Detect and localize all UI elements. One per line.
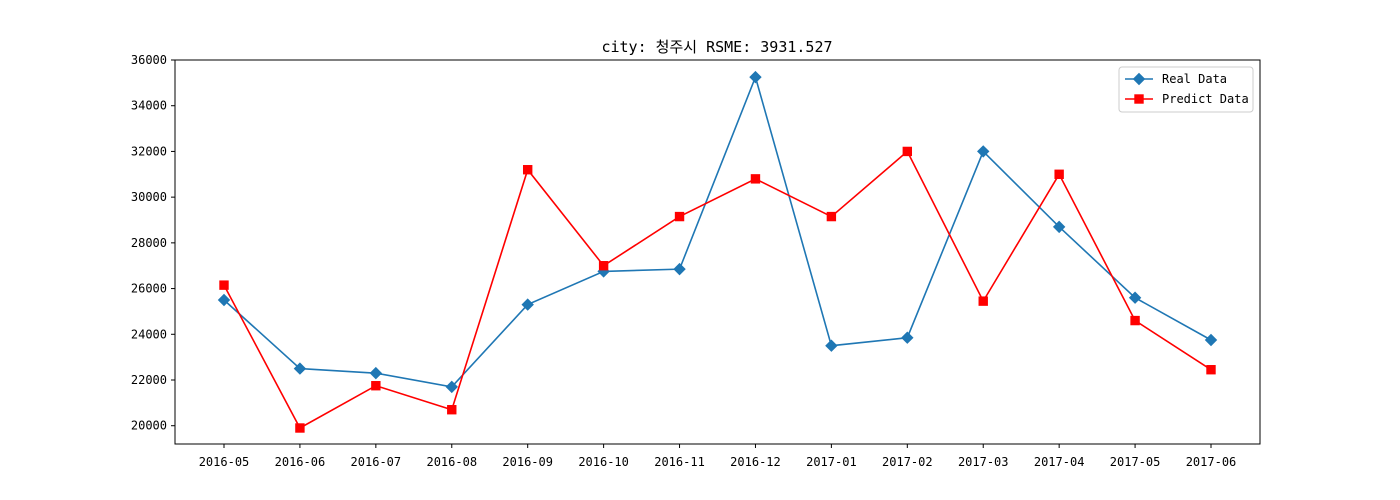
y-tick-label: 32000 [131, 144, 167, 158]
square-marker [447, 405, 457, 415]
diamond-marker [1128, 291, 1142, 304]
series-line [223, 150, 1212, 430]
square-marker [826, 211, 837, 222]
x-tick-label: 2017-02 [882, 455, 933, 469]
series-predict-data [219, 146, 1216, 433]
square-marker [295, 423, 305, 433]
legend-label: Predict Data [1162, 92, 1249, 106]
series-real-data [217, 70, 1218, 394]
diamond-marker [445, 380, 458, 394]
square-marker [598, 261, 609, 271]
square-marker [371, 381, 381, 391]
legend: Real Data Predict Data [1118, 66, 1254, 113]
y-tick-label: 20000 [131, 419, 167, 433]
diamond-marker [1204, 333, 1218, 347]
x-tick-label: 2016-08 [426, 455, 477, 469]
plot-frame [174, 59, 1261, 445]
x-tick-label: 2016-05 [199, 455, 250, 469]
x-tick-label: 2016-11 [654, 455, 705, 469]
legend-label: Real Data [1162, 72, 1227, 86]
x-tick-label: 2017-05 [1110, 455, 1161, 469]
legend-item: Real Data [1125, 72, 1227, 86]
diamond-marker [977, 145, 990, 158]
square-marker [1130, 315, 1140, 326]
x-tick-label: 2017-04 [1034, 455, 1085, 469]
diamond-marker [1132, 72, 1146, 86]
y-tick-label: 26000 [131, 282, 167, 296]
x-tick-label: 2017-03 [958, 455, 1009, 469]
x-tick-label: 2016-07 [351, 455, 402, 469]
x-tick-label: 2017-01 [806, 455, 857, 469]
square-marker [1054, 169, 1064, 179]
y-tick-label: 36000 [131, 53, 167, 67]
square-marker [750, 174, 761, 184]
square-marker [1134, 94, 1144, 104]
square-marker [1206, 365, 1216, 375]
series-line [223, 74, 1212, 388]
diamond-marker [673, 262, 686, 276]
square-marker [978, 296, 988, 306]
x-tick-label: 2016-09 [502, 455, 553, 469]
diamond-marker [369, 366, 383, 380]
square-marker [219, 280, 229, 290]
diamond-marker [825, 339, 838, 352]
diamond-marker [749, 70, 762, 84]
axis-layer: 2016-05 2016-06 2016-07 2016-08 2016-09 2016-… [131, 53, 1236, 469]
diamond-marker [521, 298, 534, 311]
diamond-marker [901, 331, 914, 344]
x-tick-label: 2017-06 [1186, 455, 1237, 469]
x-tick-label: 2016-12 [730, 455, 781, 469]
y-tick-label: 24000 [131, 327, 167, 341]
square-marker [522, 165, 533, 175]
diamond-marker [1052, 220, 1066, 234]
y-tick-label: 28000 [131, 236, 167, 250]
square-marker [902, 146, 913, 157]
diamond-marker [293, 362, 307, 375]
y-tick-label: 30000 [131, 190, 167, 204]
y-tick-label: 22000 [131, 373, 167, 387]
x-tick-label: 2016-10 [578, 455, 629, 469]
diamond-marker [217, 293, 231, 307]
series-layer [217, 70, 1218, 433]
x-tick-label: 2016-06 [275, 455, 326, 469]
square-marker [674, 211, 685, 222]
legend-item: Predict Data [1125, 92, 1249, 106]
chart-title: city: 청주시 RSME: 3931.527 [601, 38, 832, 56]
y-tick-label: 34000 [131, 99, 167, 113]
